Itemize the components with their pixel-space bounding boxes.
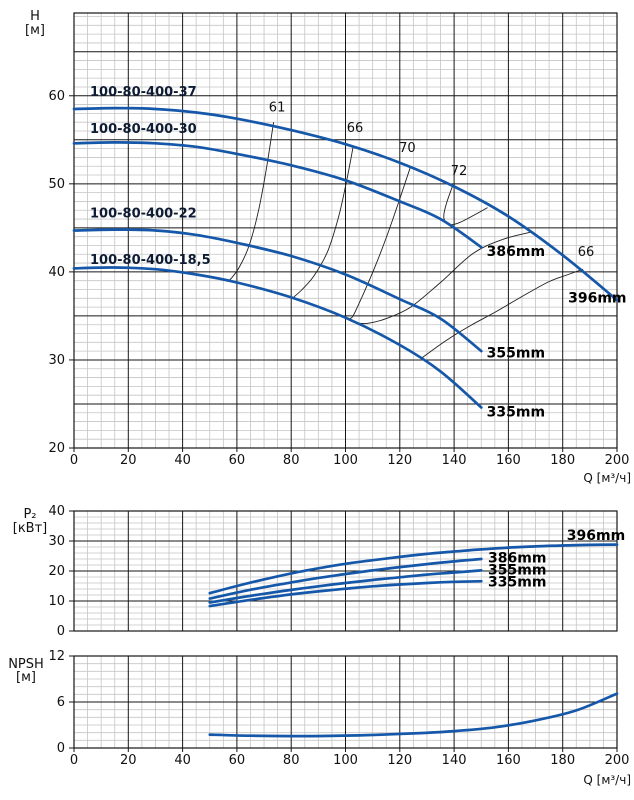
efficiency-label-72: 72 [451, 164, 468, 179]
trim-label-386mm: 386mm [487, 244, 545, 260]
y-tick-label: 0 [57, 624, 65, 639]
npsh-y-axis-label: NPSH [8, 657, 44, 672]
pump-curve-396mm [72, 106, 619, 302]
x-tick-label: 120 [387, 453, 412, 468]
grid-major [74, 511, 617, 631]
trim-label-335mm: 335mm [488, 575, 546, 591]
y-tick-label: 30 [48, 353, 65, 368]
head-y-axis-label: H [30, 9, 40, 24]
x-tick-label: 140 [442, 753, 467, 768]
y-tick-label: 50 [48, 177, 65, 192]
x-tick-label: 160 [496, 753, 521, 768]
trim-label-396mm: 396mm [568, 291, 626, 307]
x-tick-label: 60 [229, 753, 246, 768]
y-tick-label: 40 [48, 265, 65, 280]
efficiency-label-61: 61 [269, 101, 286, 116]
y-tick-label: 40 [48, 504, 65, 519]
efficiency-curve-66 [421, 268, 584, 359]
x-tick-label: 20 [120, 753, 137, 768]
x-tick-label: 0 [70, 753, 78, 768]
efficiency-label-66: 66 [347, 121, 364, 136]
trim-label-386mm: 386mm [488, 550, 546, 566]
y-tick-label: 20 [48, 441, 65, 456]
pump-curve-355mm [208, 569, 483, 604]
efficiency-label-70: 70 [399, 141, 416, 156]
power-y-axis-label: P₂ [23, 507, 36, 522]
y-tick-label: 60 [48, 89, 65, 104]
x-tick-label: 40 [174, 753, 191, 768]
pump-curve-396mm [208, 543, 619, 595]
x-tick-label: 40 [174, 453, 191, 468]
trim-label-335mm: 335mm [487, 404, 545, 420]
head-y-axis-label: [м] [25, 23, 45, 38]
pump-curve-386mm [72, 141, 483, 249]
power-y-axis-label: [кВт] [13, 521, 48, 536]
trim-label-355mm: 355mm [488, 562, 546, 578]
x-tick-label: 80 [283, 453, 300, 468]
model-label-100-80-400-37: 100-80-400-37 [90, 85, 197, 100]
x-tick-label: 60 [229, 453, 246, 468]
x-tick-label: 100 [333, 453, 358, 468]
y-tick-label: 20 [48, 564, 65, 579]
trim-label-355mm: 355mm [487, 345, 545, 361]
head-chart-panel: 61 66 70 72 66 100-80-400-37 100-80-400-30 100-… [25, 9, 631, 485]
npsh-y-axis-label: [м] [16, 670, 36, 685]
x-tick-label: 200 [605, 753, 630, 768]
x-tick-label: 80 [283, 753, 300, 768]
model-label-100-80-400-30: 100-80-400-30 [90, 122, 197, 137]
y-tick-label: 30 [48, 534, 65, 549]
trim-label-396mm: 396mm [567, 528, 625, 544]
model-label-100-80-400-18,5: 100-80-400-18,5 [90, 253, 211, 268]
x-tick-label: 200 [605, 453, 630, 468]
x-tick-label: 100 [333, 753, 358, 768]
y-tick-label: 12 [48, 649, 65, 664]
model-label-100-80-400-22: 100-80-400-22 [90, 206, 197, 221]
x-tick-label: 0 [70, 453, 78, 468]
pump-curve-355mm [72, 228, 483, 353]
x-tick-label: 120 [387, 753, 412, 768]
y-tick-label: 0 [57, 741, 65, 756]
x-tick-label: 140 [442, 453, 467, 468]
efficiency-label-66: 66 [578, 245, 595, 260]
x-tick-label: 180 [550, 453, 575, 468]
pump-curve-335mm [208, 579, 483, 608]
x-tick-label: 180 [550, 753, 575, 768]
x-tick-label: 20 [120, 453, 137, 468]
x-tick-label: 160 [496, 453, 521, 468]
x-axis-label: Q [м³/ч] [583, 471, 631, 485]
pump-curve-NPSH [208, 692, 619, 738]
y-tick-label: 10 [48, 594, 65, 609]
grid-minor [74, 13, 617, 448]
grid-major [74, 656, 617, 748]
y-tick-label: 6 [57, 695, 65, 710]
x-axis-label: Q [м³/ч] [583, 773, 631, 787]
pump-curve-386mm [208, 557, 483, 600]
pump-curve-335mm [72, 266, 483, 409]
